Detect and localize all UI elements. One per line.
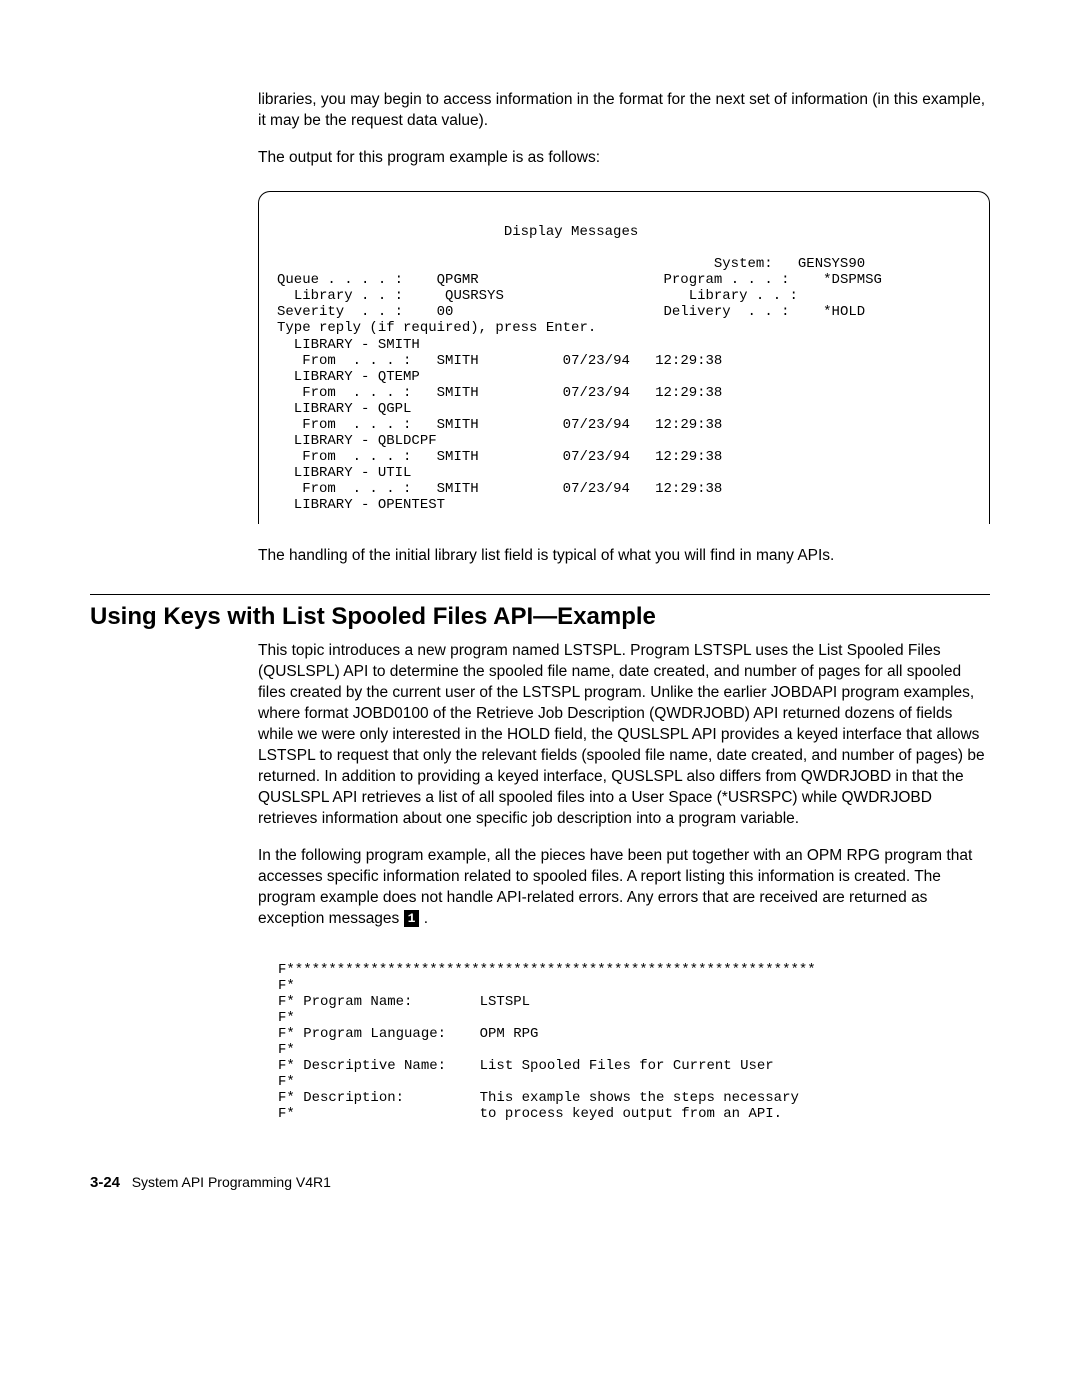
terminal-screen: Display Messages System: GENSYS90 Queue … bbox=[258, 191, 990, 524]
section-para1: This topic introduces a new program name… bbox=[258, 641, 990, 829]
callout-1: 1 bbox=[404, 910, 420, 927]
term-title: Display Messages bbox=[504, 224, 638, 240]
term-system-line: System: GENSYS90 bbox=[277, 256, 865, 272]
footer-title: System API Programming V4R1 bbox=[132, 1174, 331, 1190]
code-l10: F* to process keyed output from an API. bbox=[278, 1106, 782, 1122]
section-para2: In the following program example, all th… bbox=[258, 846, 990, 930]
term-title-line: Display Messages bbox=[277, 224, 638, 240]
term-sev-line: Severity . . : 00 Delivery . . : *HOLD bbox=[277, 304, 865, 320]
term-e0: LIBRARY - SMITH From . . . : SMITH 07/23… bbox=[277, 337, 722, 369]
term-e4: LIBRARY - UTIL From . . . : SMITH 07/23/… bbox=[277, 465, 722, 497]
code-l04: F* bbox=[278, 1010, 295, 1026]
code-l03: F* Program Name: LSTSPL bbox=[278, 994, 530, 1010]
afterbox-para: The handling of the initial library list… bbox=[258, 546, 990, 567]
term-lastlib: LIBRARY - OPENTEST bbox=[277, 497, 445, 513]
term-e3: LIBRARY - QBLDCPF From . . . : SMITH 07/… bbox=[277, 433, 722, 465]
intro-frag2: The output for this program example is a… bbox=[258, 148, 990, 169]
code-l08: F* bbox=[278, 1074, 295, 1090]
term-instr: Type reply (if required), press Enter. bbox=[277, 320, 596, 336]
section-heading: Using Keys with List Spooled Files API—E… bbox=[90, 603, 990, 631]
term-queue-line: Queue . . . . : QPGMR Program . . . : *D… bbox=[277, 272, 882, 288]
term-lib1-line: Library . . : QUSRSYS Library . . : bbox=[277, 288, 798, 304]
code-l01: F***************************************… bbox=[278, 962, 816, 978]
code-l06: F* bbox=[278, 1042, 295, 1058]
term-e1: LIBRARY - QTEMP From . . . : SMITH 07/23… bbox=[277, 369, 722, 401]
code-l05: F* Program Language: OPM RPG bbox=[278, 1026, 538, 1042]
page-footer: 3-24 System API Programming V4R1 bbox=[90, 1174, 990, 1191]
intro-frag1: libraries, you may begin to access infor… bbox=[258, 90, 990, 132]
term-e2: LIBRARY - QGPL From . . . : SMITH 07/23/… bbox=[277, 401, 722, 433]
code-l07: F* Descriptive Name: List Spooled Files … bbox=[278, 1058, 774, 1074]
code-block: F***************************************… bbox=[278, 945, 990, 1122]
code-l02: F* bbox=[278, 978, 295, 994]
code-l09: F* Description: This example shows the s… bbox=[278, 1090, 799, 1106]
section-rule bbox=[90, 594, 990, 595]
page-number: 3-24 bbox=[90, 1174, 120, 1191]
